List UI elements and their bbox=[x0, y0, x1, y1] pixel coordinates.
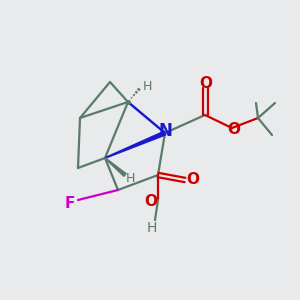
Text: O: O bbox=[145, 194, 158, 208]
Polygon shape bbox=[105, 158, 126, 176]
Text: N: N bbox=[158, 122, 172, 140]
Polygon shape bbox=[105, 131, 166, 158]
Text: H: H bbox=[142, 80, 152, 94]
Text: H: H bbox=[147, 221, 157, 235]
Text: O: O bbox=[187, 172, 200, 187]
Text: F: F bbox=[65, 196, 75, 211]
Text: H: H bbox=[125, 172, 135, 184]
Text: O: O bbox=[200, 76, 212, 91]
Text: O: O bbox=[227, 122, 241, 137]
